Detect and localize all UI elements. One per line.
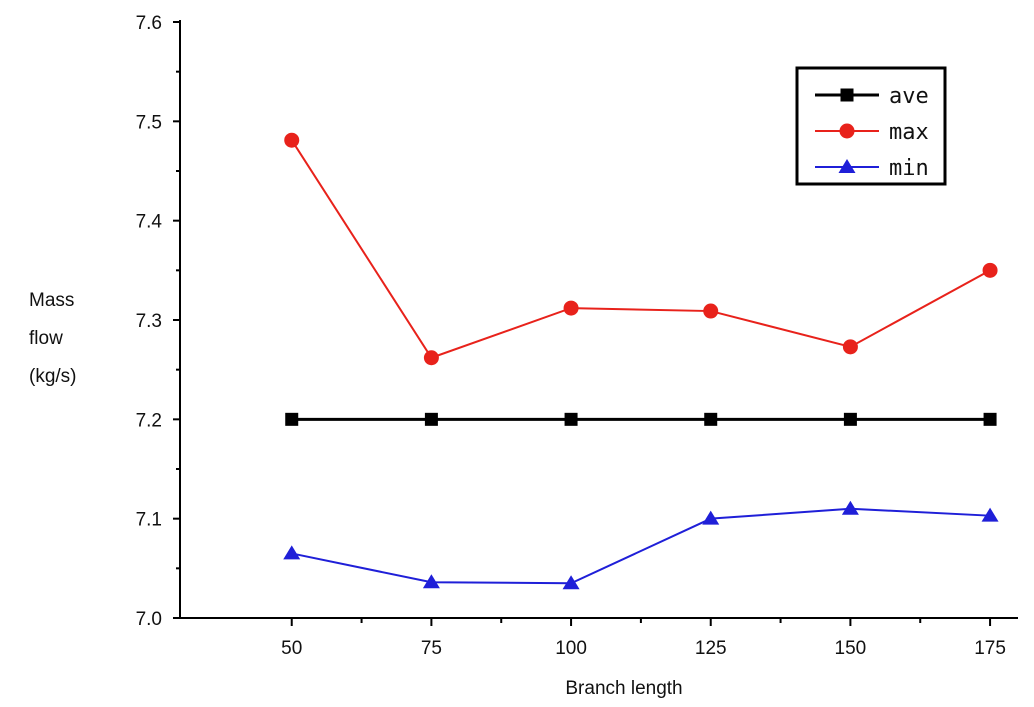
legend-item-max: max <box>815 120 929 145</box>
y-tick-label: 7.5 <box>136 112 162 133</box>
data-point <box>840 88 854 102</box>
legend-item-min: min <box>815 156 929 181</box>
data-point <box>981 507 999 522</box>
legend-item-ave: ave <box>815 84 929 109</box>
x-tick-label: 150 <box>835 638 867 659</box>
data-point <box>283 545 301 560</box>
series-ave <box>285 412 997 426</box>
data-point <box>285 412 299 426</box>
data-point <box>284 132 300 148</box>
legend-label: max <box>889 120 929 145</box>
x-tick-label: 125 <box>695 638 727 659</box>
data-point <box>843 412 857 426</box>
legend-label: min <box>889 156 929 181</box>
y-tick-label: 7.0 <box>136 609 162 630</box>
data-point <box>422 574 440 589</box>
x-tick-label: 100 <box>555 638 587 659</box>
data-point <box>704 412 718 426</box>
data-point <box>564 412 578 426</box>
y-axis-title-line: (kg/s) <box>29 366 77 387</box>
y-tick-label: 7.2 <box>136 410 162 431</box>
y-axis-ticks: 7.0 7.1 7.2 7.3 7.4 7.5 7.6 <box>136 13 180 630</box>
data-point <box>562 575 580 590</box>
y-tick-label: 7.3 <box>136 311 162 332</box>
x-axis-title: Branch length <box>565 678 682 699</box>
data-point <box>702 510 720 525</box>
data-point <box>983 412 997 426</box>
y-tick-label: 7.4 <box>136 212 163 233</box>
series-layer <box>283 132 999 590</box>
data-point <box>424 412 438 426</box>
series-line <box>290 139 991 359</box>
y-axis-title: Mass flow (kg/s) <box>29 290 77 387</box>
data-point <box>839 123 855 139</box>
y-tick-label: 7.1 <box>136 510 162 531</box>
x-axis-ticks: 50 75 100 125 150 175 <box>281 618 1006 659</box>
x-tick-label: 175 <box>974 638 1006 659</box>
series-max <box>284 132 998 366</box>
y-axis-title-line: Mass <box>29 290 74 311</box>
series-min <box>283 500 999 590</box>
x-tick-label: 75 <box>421 638 442 659</box>
y-axis-title-line: flow <box>29 328 63 349</box>
data-point <box>703 303 719 319</box>
data-point <box>841 500 859 515</box>
legend-label: ave <box>889 84 929 109</box>
data-point <box>842 339 858 355</box>
legend: ave max min <box>795 66 947 186</box>
data-point <box>982 262 998 278</box>
x-tick-label: 50 <box>281 638 302 659</box>
series-line <box>291 507 991 585</box>
legend-box <box>795 66 947 186</box>
data-point <box>838 159 856 173</box>
data-point <box>563 300 579 316</box>
data-point <box>423 350 439 366</box>
y-tick-label: 7.6 <box>136 13 162 34</box>
